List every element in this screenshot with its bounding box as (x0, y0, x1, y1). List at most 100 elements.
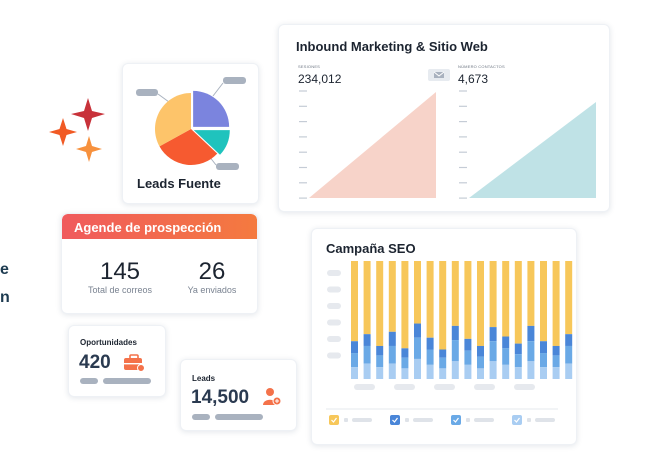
seo-bar-segment (514, 343, 522, 355)
seo-legend-dot (466, 418, 470, 422)
seo-bar-segment (451, 361, 459, 379)
briefcase-icon (124, 354, 145, 372)
pie-connector-2 (212, 82, 224, 97)
seo-bar-segment (552, 355, 560, 368)
seo-bar-segment (388, 345, 396, 364)
pie-legend-pill-3 (216, 163, 239, 170)
seo-bar-segment (414, 337, 421, 359)
seo-bar-segment (451, 340, 459, 362)
seo-x-tick (354, 384, 375, 390)
seo-axis-tick (327, 352, 341, 359)
seo-bar-segment (540, 353, 547, 368)
seo-legend-checkbox-icon (329, 415, 339, 425)
seo-bar-segment (351, 341, 358, 354)
seo-bar-segment (489, 361, 497, 379)
seo-bar-segment (401, 348, 409, 358)
seo-bar-segment (552, 345, 560, 356)
seo-bar-segment (439, 261, 447, 350)
seo-bar-segment (363, 334, 371, 346)
seo-stacked-bar-chart (326, 261, 573, 425)
inbound-title: Inbound Marketing & Sitio Web (296, 39, 488, 54)
oportunidades-pill-2 (103, 378, 151, 384)
seo-bar-segment (514, 261, 522, 344)
seo-bar-segment (552, 367, 560, 379)
seo-bar-segment (489, 341, 497, 362)
seo-legend-checkbox-icon (451, 415, 461, 425)
seo-bar-segment (527, 261, 535, 326)
seo-bar-segment (388, 261, 396, 332)
seo-bar-segment (464, 261, 472, 339)
seo-x-tick (434, 384, 455, 390)
seo-legend-dot (527, 418, 531, 422)
seo-bar-segment (527, 361, 535, 379)
seo-bar-segment (514, 367, 522, 379)
oportunidades-pill-1 (80, 378, 98, 384)
seo-bar-segment (464, 350, 472, 365)
seo-bar-segment (401, 261, 409, 349)
seo-bar-segment (376, 345, 384, 356)
sessions-label: SESIONES (298, 64, 321, 69)
edge-text-1: e (0, 261, 9, 278)
check-icon (392, 417, 398, 423)
seo-bar-segment (565, 334, 573, 346)
seo-legend-pill (413, 418, 433, 422)
check-icon (514, 417, 520, 423)
agenda-card[interactable]: Agende de prospección 145 Total de corre… (61, 213, 258, 314)
seo-bar-segment (414, 261, 421, 324)
seo-bar-segment (414, 323, 421, 338)
seo-bar-segment (351, 261, 358, 342)
seo-bar-segment (502, 336, 510, 349)
sessions-area (309, 92, 436, 198)
seo-bar-segment (439, 349, 447, 358)
pie-legend-pill-2 (223, 77, 246, 84)
contacts-area (469, 102, 596, 198)
seo-bar-segment (464, 338, 472, 351)
oportunidades-card[interactable]: Oportunidades 420 (68, 325, 166, 397)
seo-x-tick (514, 384, 535, 390)
leads-fuente-title: Leads Fuente (137, 176, 221, 191)
seo-bar-segment (565, 345, 573, 364)
inbound-marketing-card[interactable]: Inbound Marketing & Sitio Web SESIONES 2… (278, 24, 610, 212)
seo-bar-segment (502, 261, 510, 337)
seo-legend-dot (344, 418, 348, 422)
seo-axis-tick (327, 319, 341, 326)
seo-bar-segment (363, 363, 371, 379)
check-icon (331, 417, 337, 423)
seo-bar-segment (527, 325, 535, 342)
seo-bar-segment (351, 367, 358, 379)
seo-x-tick (394, 384, 415, 390)
sent-emails-label: Ya enviados (187, 285, 237, 295)
seo-legend-pill (474, 418, 494, 422)
edge-text-2: n (0, 289, 10, 306)
sparkle-icon (49, 98, 105, 162)
leads-fuente-card[interactable]: Leads Fuente (122, 63, 259, 204)
seo-bar-segment (477, 345, 484, 357)
seo-legend-pill (352, 418, 372, 422)
leads-card[interactable]: Leads 14,500 (180, 359, 297, 431)
seo-bar-segment (376, 367, 384, 379)
contacts-value: 4,673 (458, 72, 489, 86)
mail-icon (428, 69, 450, 81)
seo-bar-segment (565, 363, 573, 379)
seo-axis-tick (327, 336, 341, 342)
leads-value: 14,500 (191, 387, 250, 408)
seo-x-tick (474, 384, 495, 390)
seo-bar-segment (477, 368, 484, 379)
seo-bar-segment (426, 349, 434, 365)
seo-bar-segment (477, 261, 484, 346)
sessions-value: 234,012 (298, 72, 342, 86)
inbound-area-charts (299, 69, 596, 199)
seo-bar-segment (414, 358, 421, 379)
seo-bar-segment (388, 331, 396, 346)
pie-legend-pill-1 (136, 89, 158, 96)
seo-card[interactable]: Campaña SEO (311, 228, 577, 445)
seo-axis-tick (327, 270, 341, 276)
seo-bar-segment (376, 355, 384, 368)
oportunidades-label: Oportunidades (80, 338, 137, 347)
oportunidades-value: 420 (79, 352, 111, 373)
seo-bar-segment (363, 261, 371, 335)
leads-fuente-pie-chart (136, 77, 246, 170)
seo-axis-tick (327, 286, 341, 293)
seo-bar-segment (527, 341, 535, 362)
leads-pill-1 (192, 414, 210, 420)
